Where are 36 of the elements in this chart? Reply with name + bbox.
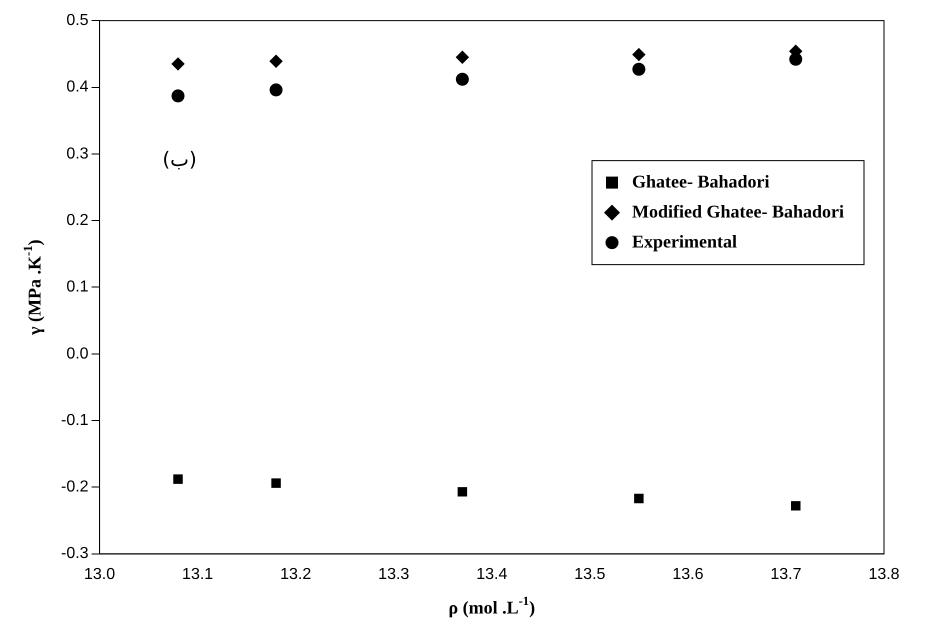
point: [456, 72, 469, 86]
point: [458, 487, 468, 497]
x-tick-label: 13.3: [378, 566, 410, 583]
y-tick-label: -0.1: [60, 412, 89, 429]
y-tick-label: -0.3: [60, 545, 89, 562]
legend-label: Ghatee- Bahadori: [632, 171, 770, 192]
point: [456, 50, 469, 64]
point: [270, 54, 283, 68]
x-tick-label: 13.5: [574, 566, 606, 583]
x-tick-label: 13.2: [280, 566, 312, 583]
y-tick-label: 0.1: [66, 278, 89, 296]
y-tick-label: 0.4: [66, 78, 89, 96]
x-tick-label: 13.8: [868, 566, 900, 583]
y-axis-title: γ (MPa .K-1): [21, 240, 45, 336]
point: [791, 501, 800, 511]
annotation: (ب): [162, 146, 197, 171]
point: [271, 478, 281, 488]
point: [632, 48, 646, 62]
y-tick-label: 0.0: [66, 345, 89, 362]
point: [270, 83, 283, 96]
point: [632, 62, 646, 76]
y-tick-label: -0.2: [60, 478, 89, 496]
x-tick-label: 13.0: [84, 566, 116, 583]
point: [634, 494, 644, 504]
point: [172, 89, 185, 102]
legend-label: Experimental: [632, 231, 738, 252]
x-tick-label: 13.4: [476, 566, 508, 583]
y-tick-label: 0.2: [66, 212, 89, 229]
y-tick-label: 0.3: [66, 145, 89, 162]
point: [172, 57, 185, 70]
point: [173, 474, 183, 484]
legend-label: Modified Ghatee- Bahadori: [632, 201, 844, 222]
x-tick-label: 13.7: [770, 566, 802, 583]
x-tick-label: 13.6: [672, 566, 704, 583]
x-tick-label: 13.1: [182, 566, 214, 583]
y-tick-label: 0.5: [66, 12, 89, 30]
